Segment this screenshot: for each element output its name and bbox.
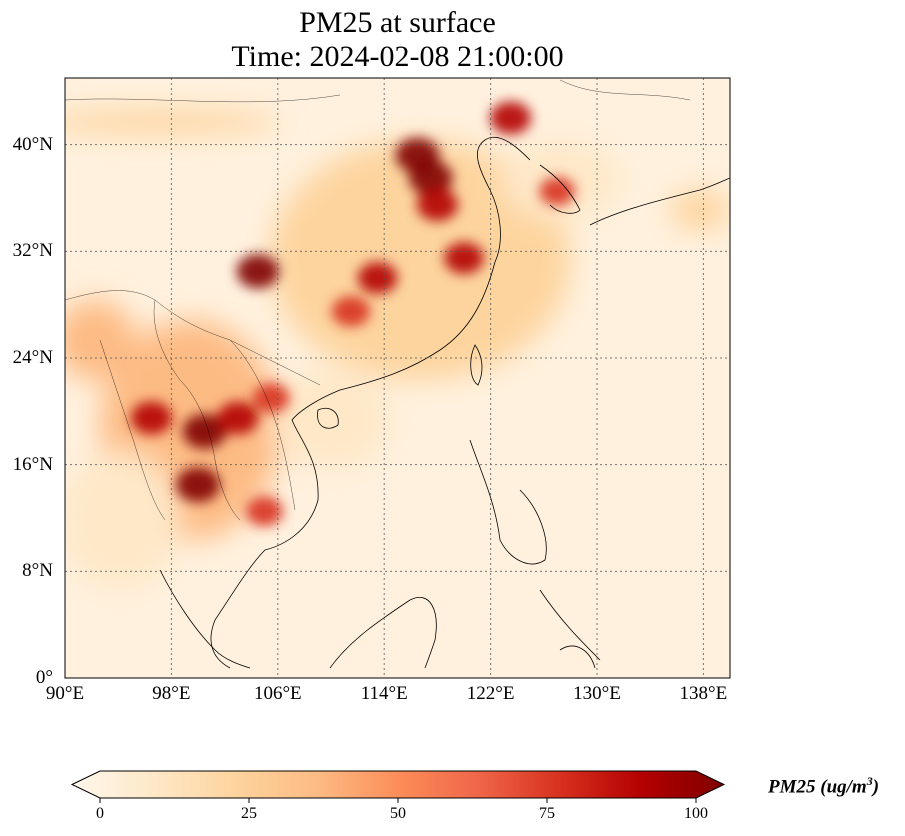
hotspot-mark	[539, 177, 575, 206]
y-tick-label: 40°N	[12, 133, 53, 155]
chart-subtitle: Time: 2024-02-08 21:00:00	[231, 40, 564, 73]
x-tick-label: 90°E	[45, 683, 85, 704]
y-tick-label: 0°	[35, 667, 53, 688]
hotspot-mark	[246, 496, 283, 527]
hotspot-mark	[176, 467, 220, 503]
coastlines	[159, 137, 730, 669]
hotspot-mark	[331, 295, 371, 327]
hotspot-mark	[130, 401, 173, 435]
y-tick-label: 32°N	[12, 240, 53, 262]
hotspot-mark	[395, 137, 440, 173]
y-tick-label: 24°N	[12, 347, 53, 368]
colorbar-tick-label: 75	[539, 805, 555, 822]
x-tick-label: 114°E	[360, 683, 408, 704]
hotspot-mark	[489, 101, 532, 135]
colorbar-tick-label: 0	[96, 805, 104, 822]
hotspot-mark	[252, 383, 290, 413]
map-frame	[64, 77, 731, 679]
pm25-field	[65, 78, 730, 678]
y-tick-label: 16°N	[12, 453, 53, 475]
colorbar-tick-label: 50	[390, 805, 406, 822]
colorbar-tick-label: 25	[241, 805, 257, 822]
y-tick-label: 8°N	[22, 560, 53, 582]
hotspot-mark	[444, 242, 484, 274]
colorbar-tick-label: 100	[684, 805, 708, 822]
x-tick-label: 130°E	[573, 683, 621, 704]
x-tick-label: 98°E	[152, 683, 191, 704]
x-tick-label: 122°E	[466, 683, 515, 704]
hotspot-mark	[217, 401, 259, 435]
chart-title: PM25 at surface	[299, 6, 496, 39]
hotspot-layer	[130, 101, 575, 527]
hotspot-mark	[357, 262, 398, 294]
x-tick-label: 138°E	[679, 683, 728, 704]
colorbar-gradient	[70, 770, 726, 799]
hotspot-mark	[182, 413, 227, 449]
hotspot-mark	[236, 254, 280, 289]
hotspot-mark	[416, 188, 458, 222]
colorbar-label: PM25 (ug/m3)	[768, 774, 880, 798]
colorbar-tick-marks	[99, 798, 697, 803]
x-tick-label: 106°E	[253, 683, 302, 704]
